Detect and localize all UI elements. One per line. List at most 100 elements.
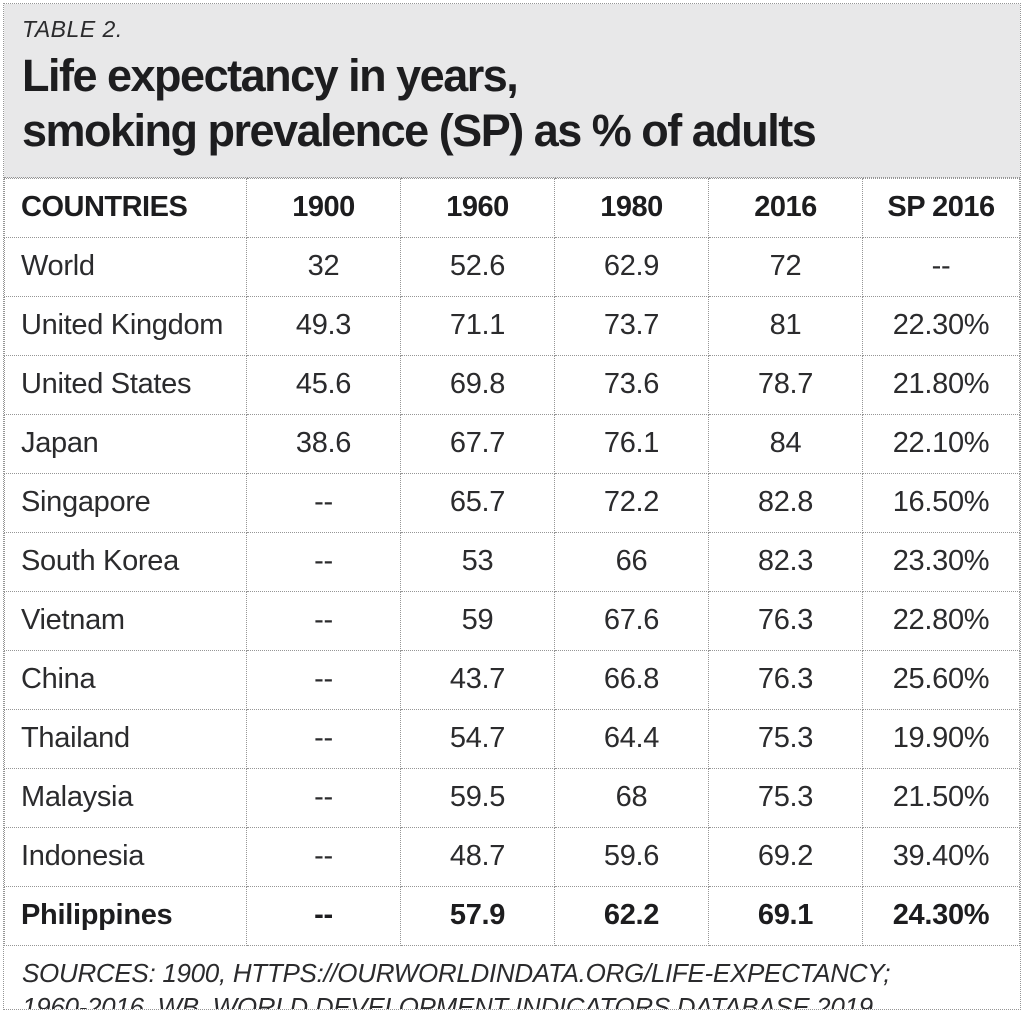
- title-block: TABLE 2. Life expectancy in years, smoki…: [4, 4, 1020, 178]
- cell-country: Thailand: [4, 708, 247, 769]
- cell-1960: 71.1: [400, 295, 555, 356]
- table-row: United Kingdom 49.3 71.1 73.7 81 22.30%: [4, 295, 1020, 356]
- cell-1960: 53: [400, 531, 555, 592]
- cell-country: United States: [4, 354, 247, 415]
- cell-sp-2016: 21.80%: [862, 354, 1020, 415]
- cell-1960: 43.7: [400, 649, 555, 710]
- cell-1960: 65.7: [400, 472, 555, 533]
- cell-1900: 49.3: [246, 295, 401, 356]
- table-row: Vietnam -- 59 67.6 76.3 22.80%: [4, 590, 1020, 651]
- cell-country: Malaysia: [4, 767, 247, 828]
- cell-sp-2016: 19.90%: [862, 708, 1020, 769]
- cell-sp-2016: 25.60%: [862, 649, 1020, 710]
- cell-sp-2016: 22.30%: [862, 295, 1020, 356]
- cell-country: Vietnam: [4, 590, 247, 651]
- cell-2016: 72: [708, 236, 863, 297]
- column-header-1980: 1980: [554, 177, 709, 238]
- cell-2016: 82.3: [708, 531, 863, 592]
- cell-1900: 32: [246, 236, 401, 297]
- cell-1900: 45.6: [246, 354, 401, 415]
- cell-2016: 84: [708, 413, 863, 474]
- cell-2016: 69.1: [708, 885, 863, 946]
- cell-1980: 62.2: [554, 885, 709, 946]
- cell-sp-2016: 22.80%: [862, 590, 1020, 651]
- cell-1980: 59.6: [554, 826, 709, 887]
- cell-2016: 75.3: [708, 767, 863, 828]
- cell-1960: 59.5: [400, 767, 555, 828]
- cell-1980: 67.6: [554, 590, 709, 651]
- column-header-1960: 1960: [400, 177, 555, 238]
- table-row: World 32 52.6 62.9 72 --: [4, 236, 1020, 297]
- cell-sp-2016: 24.30%: [862, 885, 1020, 946]
- table-row: Thailand -- 54.7 64.4 75.3 19.90%: [4, 708, 1020, 769]
- cell-2016: 75.3: [708, 708, 863, 769]
- cell-2016: 78.7: [708, 354, 863, 415]
- cell-1960: 52.6: [400, 236, 555, 297]
- cell-country: Indonesia: [4, 826, 247, 887]
- table-row: United States 45.6 69.8 73.6 78.7 21.80%: [4, 354, 1020, 415]
- figure-label: TABLE 2.: [22, 16, 123, 42]
- cell-1980: 62.9: [554, 236, 709, 297]
- cell-1900: --: [246, 708, 401, 769]
- table-row: Japan 38.6 67.7 76.1 84 22.10%: [4, 413, 1020, 474]
- page-title-line1: Life expectancy in years,: [22, 50, 519, 101]
- cell-sp-2016: 16.50%: [862, 472, 1020, 533]
- cell-country: Philippines: [4, 885, 247, 946]
- cell-1960: 48.7: [400, 826, 555, 887]
- cell-1900: --: [246, 826, 401, 887]
- table-header-row: COUNTRIES 1900 1960 1980 2016 SP 2016: [4, 177, 1020, 238]
- table-row: Malaysia -- 59.5 68 75.3 21.50%: [4, 767, 1020, 828]
- cell-2016: 82.8: [708, 472, 863, 533]
- cell-1960: 54.7: [400, 708, 555, 769]
- column-header-sp-2016: SP 2016: [862, 177, 1020, 238]
- page-title-line2: smoking prevalence (SP) as % of adults: [22, 104, 817, 156]
- cell-2016: 69.2: [708, 826, 863, 887]
- cell-2016: 81: [708, 295, 863, 356]
- cell-country: United Kingdom: [4, 295, 247, 356]
- sources-line2: 1960-2016, WB, WORLD DEVELOPMENT INDICAT…: [22, 992, 880, 1010]
- cell-1960: 57.9: [400, 885, 555, 946]
- cell-1900: --: [246, 590, 401, 651]
- sources-line1: SOURCES: 1900, HTTPS://OURWORLDINDATA.OR…: [22, 957, 891, 988]
- cell-1980: 76.1: [554, 413, 709, 474]
- table-row: South Korea -- 53 66 82.3 23.30%: [4, 531, 1020, 592]
- sources-note: SOURCES: 1900, HTTPS://OURWORLDINDATA.OR…: [4, 946, 1020, 1010]
- cell-1900: --: [246, 472, 401, 533]
- cell-1980: 66: [554, 531, 709, 592]
- figure-frame: TABLE 2. Life expectancy in years, smoki…: [3, 3, 1021, 1010]
- cell-1980: 64.4: [554, 708, 709, 769]
- cell-2016: 76.3: [708, 590, 863, 651]
- cell-1960: 59: [400, 590, 555, 651]
- column-header-countries: COUNTRIES: [4, 177, 247, 238]
- cell-1900: --: [246, 767, 401, 828]
- table-row: Indonesia -- 48.7 59.6 69.2 39.40%: [4, 826, 1020, 887]
- table-row: China -- 43.7 66.8 76.3 25.60%: [4, 649, 1020, 710]
- page-title: Life expectancy in years, smoking preval…: [22, 49, 1002, 159]
- cell-1900: --: [246, 649, 401, 710]
- cell-1900: --: [246, 885, 401, 946]
- cell-1960: 69.8: [400, 354, 555, 415]
- data-table: COUNTRIES 1900 1960 1980 2016 SP 2016 Wo…: [4, 177, 1020, 946]
- cell-sp-2016: 23.30%: [862, 531, 1020, 592]
- column-header-1900: 1900: [246, 177, 401, 238]
- cell-1980: 73.6: [554, 354, 709, 415]
- cell-1980: 68: [554, 767, 709, 828]
- column-header-2016: 2016: [708, 177, 863, 238]
- cell-country: Singapore: [4, 472, 247, 533]
- cell-country: South Korea: [4, 531, 247, 592]
- cell-1980: 73.7: [554, 295, 709, 356]
- cell-sp-2016: --: [862, 236, 1020, 297]
- cell-sp-2016: 22.10%: [862, 413, 1020, 474]
- cell-sp-2016: 21.50%: [862, 767, 1020, 828]
- cell-1980: 66.8: [554, 649, 709, 710]
- table-row-philippines: Philippines -- 57.9 62.2 69.1 24.30%: [4, 885, 1020, 946]
- cell-2016: 76.3: [708, 649, 863, 710]
- cell-1980: 72.2: [554, 472, 709, 533]
- cell-sp-2016: 39.40%: [862, 826, 1020, 887]
- cell-country: China: [4, 649, 247, 710]
- cell-1900: --: [246, 531, 401, 592]
- cell-1900: 38.6: [246, 413, 401, 474]
- cell-1960: 67.7: [400, 413, 555, 474]
- cell-country: World: [4, 236, 247, 297]
